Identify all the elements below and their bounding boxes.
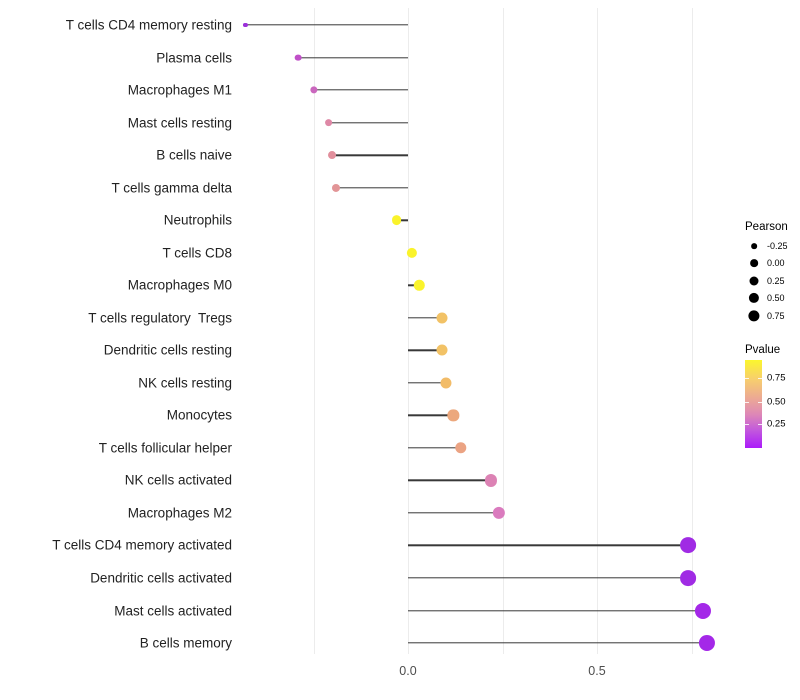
category-label: NK cells resting	[138, 375, 232, 391]
gridline	[597, 8, 598, 654]
category-label: T cells gamma delta	[111, 180, 232, 196]
size-legend-dot	[748, 293, 760, 304]
size-legend-dot	[748, 310, 760, 322]
lollipop-line	[408, 577, 688, 579]
colorbar-tick-mark	[745, 378, 749, 379]
lollipop-dot	[295, 54, 302, 61]
gridline	[313, 8, 315, 654]
category-label: T cells CD4 memory resting	[65, 17, 232, 33]
category-label: T cells regulatory Tregs	[88, 310, 232, 326]
category-label: Mast cells activated	[114, 603, 232, 619]
size-legend-label: 0.50	[767, 293, 785, 304]
lollipop-dot	[436, 344, 448, 356]
lollipop-line	[332, 154, 408, 156]
size-legend-label: 0.25	[767, 275, 785, 286]
size-legend-title: Pearson	[745, 221, 788, 233]
lollipop-line	[328, 121, 408, 124]
size-legend-dot	[749, 276, 759, 286]
lollipop-line	[408, 512, 499, 514]
lollipop-dot	[332, 183, 341, 192]
size-legend-label: 0.00	[767, 258, 785, 269]
lollipop-dot	[679, 570, 696, 586]
lollipop-line	[313, 89, 408, 91]
size-legend-dot	[750, 259, 758, 268]
size-legend-label: 0.75	[767, 310, 785, 321]
size-legend-label: -0.25	[767, 241, 788, 251]
lollipop-line	[408, 609, 703, 612]
colorbar-tick-mark	[745, 401, 749, 403]
lollipop-dot	[694, 602, 711, 619]
lollipop-line	[298, 56, 408, 59]
colorbar-tick-mark	[758, 423, 762, 425]
color-legend-label: 0.50	[767, 396, 786, 407]
x-tick-label: 0.5	[588, 664, 606, 678]
category-label: Dendritic cells resting	[103, 342, 232, 358]
gridline	[502, 8, 504, 654]
category-label: T cells CD4 memory activated	[52, 537, 232, 553]
lollipop-line	[396, 219, 408, 221]
lollipop-line	[408, 479, 492, 482]
category-label: Neutrophils	[163, 212, 232, 228]
colorbar-tick-mark	[745, 423, 749, 425]
lollipop-dot	[406, 247, 417, 258]
category-label: B cells memory	[139, 635, 232, 651]
lollipop-line	[245, 24, 408, 26]
lollipop-line	[408, 284, 420, 286]
lollipop-dot	[324, 118, 333, 127]
category-label: Monocytes	[166, 407, 232, 423]
category-label: B cells naive	[156, 147, 232, 163]
category-label: Mast cells resting	[127, 115, 232, 131]
color-legend-title: Pvalue	[745, 344, 781, 356]
lollipop-dot	[391, 215, 402, 226]
color-legend-label: 0.25	[767, 418, 786, 429]
lollipop-line	[408, 317, 443, 319]
lollipop-line	[408, 382, 446, 384]
lollipop-line	[408, 447, 461, 449]
lollipop-dot	[698, 635, 715, 652]
lollipop-dot	[492, 506, 505, 520]
lollipop-dot	[328, 151, 337, 160]
lollipop-dot	[309, 86, 318, 94]
category-label: Dendritic cells activated	[90, 570, 232, 586]
lollipop-dot	[447, 409, 459, 421]
lollipop-dot	[455, 442, 467, 454]
lollipop-dot	[436, 312, 448, 324]
colorbar-tick-mark	[758, 401, 762, 403]
category-label: Macrophages M0	[127, 277, 232, 293]
gridline	[408, 8, 409, 654]
gridline	[691, 8, 693, 654]
category-label: NK cells activated	[124, 472, 232, 488]
category-label: T cells CD8	[162, 245, 232, 261]
lollipop-line	[408, 544, 688, 547]
lollipop-dot	[243, 22, 248, 28]
lollipop-dot	[414, 280, 425, 291]
category-label: Plasma cells	[156, 50, 232, 66]
lollipop-dot	[485, 474, 498, 487]
lollipop-line	[408, 414, 454, 417]
category-label: Macrophages M2	[127, 505, 232, 521]
lollipop-line	[336, 186, 408, 189]
lollipop-dot	[440, 377, 452, 389]
lollipop-line	[408, 349, 443, 351]
color-legend-label: 0.75	[767, 372, 786, 384]
lollipop-line	[408, 642, 707, 644]
x-tick-label: 0.0	[399, 664, 417, 678]
pvalue-colorbar	[745, 360, 762, 448]
category-label: T cells follicular helper	[98, 440, 232, 456]
size-legend-dot	[751, 243, 757, 249]
category-label: Macrophages M1	[127, 82, 232, 98]
colorbar-tick-mark	[758, 378, 762, 379]
lollipop-dot	[679, 537, 696, 554]
